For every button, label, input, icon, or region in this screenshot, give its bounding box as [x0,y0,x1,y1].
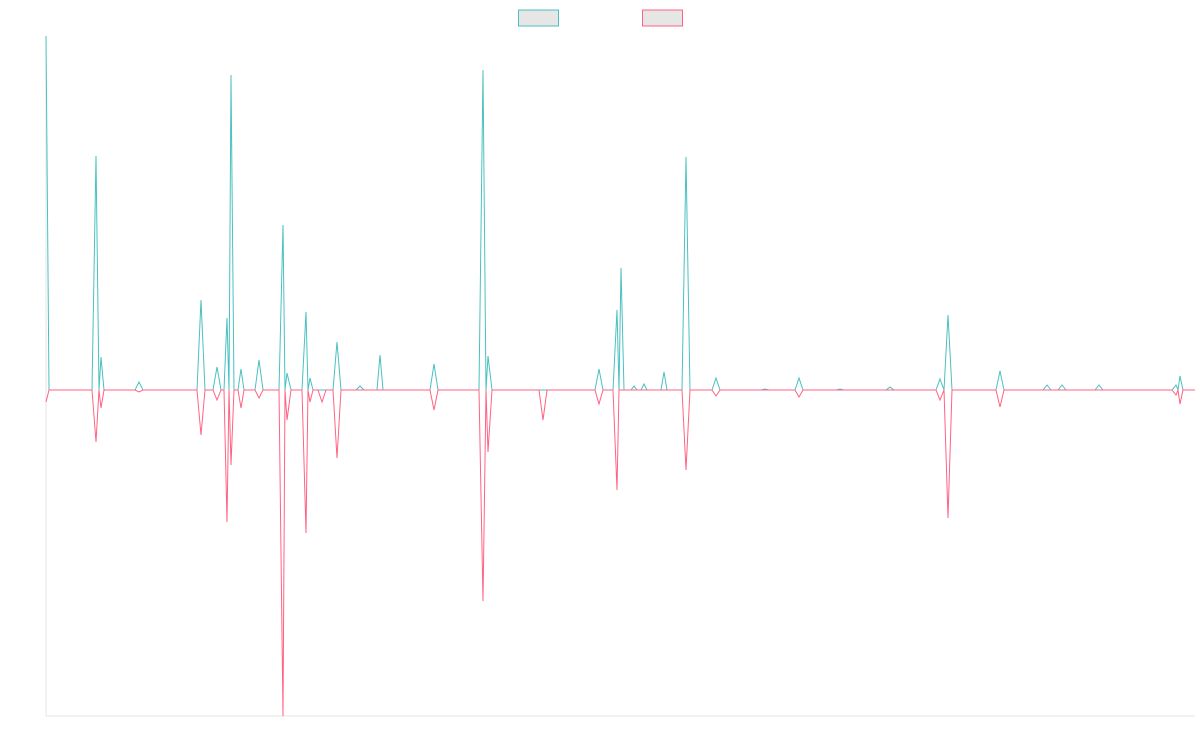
legend-swatch [518,9,559,27]
series-line [45,35,1195,392]
series-line [45,388,1195,717]
legend-swatch [642,9,683,27]
